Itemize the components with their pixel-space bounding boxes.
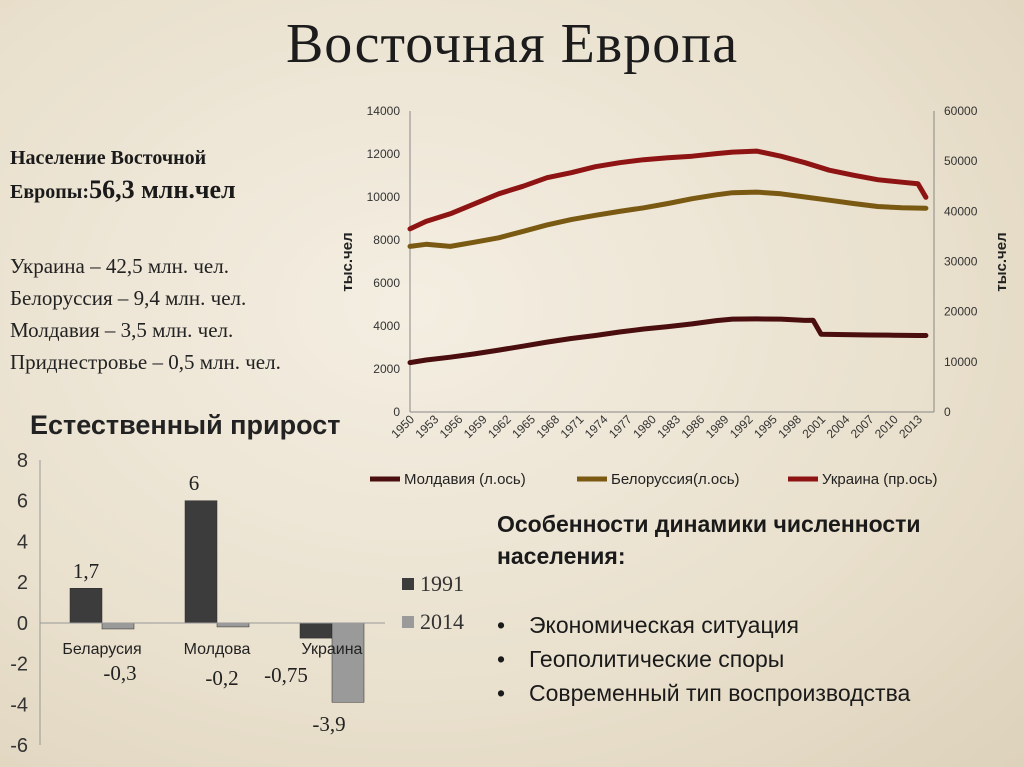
bar-data-label: -0,2 (205, 666, 238, 690)
country-item: Украина – 42,5 млн. чел. (10, 254, 229, 278)
page-title: Восточная Европа (285, 13, 739, 75)
line-y-tick-right: 10000 (944, 355, 978, 369)
line-ylabel-right: тыс.чел (993, 232, 1010, 291)
line-legend-label: Белоруссия(л.ось) (611, 471, 740, 488)
line-series-group (407, 148, 929, 366)
bar-category-label: Беларусия (62, 641, 141, 658)
bar-data-label: -0,75 (264, 663, 308, 687)
population-label: Население Восточной Европы: (10, 147, 207, 203)
bar-data-labels: 1,7 6 -0,75 -0,3 -0,2 -3,9 (73, 471, 346, 736)
line-y-tick-right: 0 (944, 405, 951, 419)
bar-y-tick: 4 (17, 531, 28, 553)
bar-data-label: 1,7 (73, 559, 99, 583)
line-y-tick-right: 30000 (944, 255, 978, 269)
country-item: Белоруссия – 9,4 млн. чел. (10, 286, 247, 310)
line-series-Белоруссия(л.ось) (407, 189, 929, 249)
feature-item: Геополитические споры (497, 642, 1017, 676)
line-y-tick-right: 40000 (944, 204, 978, 218)
bar-data-label: 6 (189, 471, 200, 495)
line-series-Молдавия (л.ось) (407, 316, 929, 366)
bar-2014-Украина (331, 622, 365, 703)
bar-y-tick: -6 (10, 735, 28, 757)
bar-y-tick: -4 (10, 694, 28, 716)
line-y-ticks-left: 0 2000 4000 6000 8000 10000 12000 14000 (367, 104, 401, 419)
bar-legend: 1991 2014 (402, 571, 464, 634)
line-legend-label: Молдавия (л.ось) (404, 471, 526, 488)
features-list: Экономическая ситуация Геополитические с… (497, 608, 1017, 710)
line-y-tick-left: 4000 (373, 319, 400, 333)
bar-y-tick: 2 (17, 572, 28, 594)
bar-category-label: Молдова (184, 641, 251, 658)
bar-data-label: -0,3 (103, 661, 136, 685)
natural-growth-title: Естественный прирост (30, 410, 341, 440)
line-y-tick-left: 2000 (373, 362, 400, 376)
bar-data-label: -3,9 (312, 712, 345, 736)
line-y-tick-right: 50000 (944, 154, 978, 168)
bar-y-tick: 6 (17, 491, 28, 513)
line-series-Украина (пр.ось) (407, 148, 929, 232)
line-y-tick-left: 14000 (367, 104, 401, 118)
bar-y-tick: 8 (17, 450, 28, 472)
line-ylabel-left: тыс.чел (339, 232, 356, 291)
bar-1991-Украина (299, 622, 333, 639)
population-heading: Население Восточной Европы:56,3 млн.чел (10, 142, 330, 208)
bar-1991-Беларусия (69, 588, 103, 624)
line-legend: Молдавия (л.ось) Белоруссия(л.ось) Украина… (370, 471, 938, 488)
line-y-tick-left: 12000 (367, 147, 401, 161)
line-y-tick-left: 8000 (373, 233, 400, 247)
feature-item: Экономическая ситуация (497, 608, 1017, 642)
line-y-tick-left: 0 (393, 405, 400, 419)
line-y-ticks-right: 0 10000 20000 30000 40000 50000 60000 (944, 104, 978, 419)
line-y-tick-left: 6000 (373, 276, 400, 290)
bar-legend-label: 1991 (420, 571, 464, 596)
line-y-tick-right: 20000 (944, 305, 978, 319)
line-y-tick-left: 10000 (367, 190, 401, 204)
country-population-list: Украина – 42,5 млн. чел. Белоруссия – 9,… (10, 250, 350, 378)
bar-legend-swatch (402, 616, 414, 628)
bar-legend-label: 2014 (420, 609, 464, 634)
bar-2014-Беларусия (101, 622, 135, 630)
bar-y-tick: -2 (10, 654, 28, 676)
bar-1991-Молдова (184, 500, 218, 624)
line-legend-label: Украина (пр.ось) (822, 471, 938, 488)
bar-legend-swatch (402, 578, 414, 590)
bar-category-labels: Беларусия Молдова Украина (62, 641, 362, 658)
feature-item: Современный тип воспроизводства (497, 676, 1017, 710)
country-item: Молдавия – 3,5 млн. чел. (10, 318, 234, 342)
bar-y-tick: 0 (17, 613, 28, 635)
features-title: Особенности динамики численности населен… (497, 511, 921, 569)
population-value: 56,3 млн.чел (89, 175, 236, 204)
bar-y-ticks: -6 -4 -2 0 2 4 6 8 (10, 450, 28, 757)
line-y-tick-right: 60000 (944, 104, 978, 118)
country-item: Приднестровье – 0,5 млн. чел. (10, 350, 281, 374)
bar-category-label: Украина (302, 641, 363, 658)
bar-bars-group (69, 500, 365, 703)
